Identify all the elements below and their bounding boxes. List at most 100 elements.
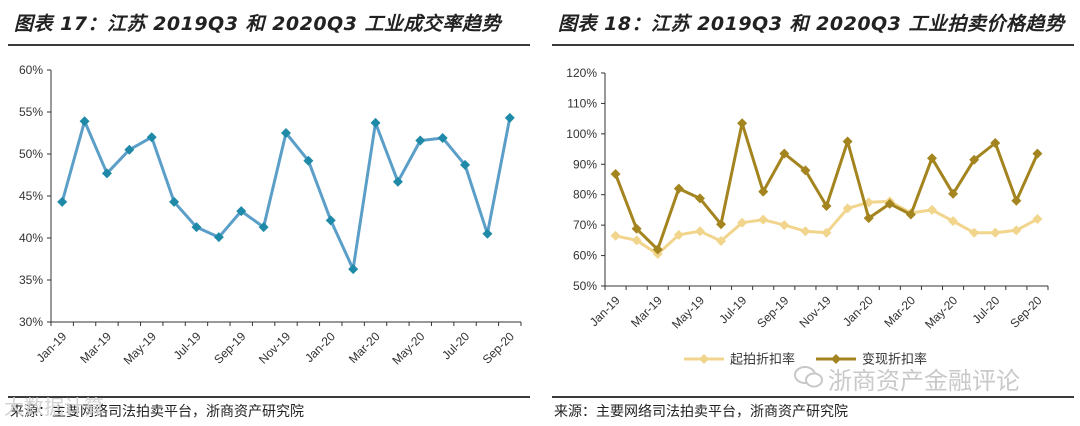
right-line-chart: 50%60%70%80%90%100%110%120%Jan-19 Mar-19 M… <box>566 66 1049 368</box>
data-point <box>694 193 705 204</box>
x-tick-label: Mar-19 <box>628 293 665 330</box>
data-point <box>948 216 959 227</box>
data-point <box>348 264 359 275</box>
data-point <box>610 230 621 241</box>
data-point <box>303 155 314 166</box>
right-chart-title: 图表 18：江苏 2019Q3 和 2020Q3 工业拍卖价格趋势 <box>558 13 1065 35</box>
wechat-icon <box>794 366 823 388</box>
y-tick-label: 90% <box>573 157 597 171</box>
x-tick-label: May-20 <box>389 329 427 367</box>
x-tick-label: Mar-20 <box>881 293 918 330</box>
right-chart-source: 来源：主要网络司法拍卖平台，浙商资产研究院 <box>554 404 848 420</box>
data-point <box>325 215 336 226</box>
left-chart-panel: 图表 17：江苏 2019Q3 和 2020Q3 工业成交率趋势 30% 35% 4… <box>0 0 536 426</box>
data-point <box>800 165 811 176</box>
data-point <box>1011 225 1022 236</box>
data-point <box>737 217 748 228</box>
y-tick-label: 80% <box>573 188 597 202</box>
left-chart-title: 图表 17：江苏 2019Q3 和 2020Q3 工业成交率趋势 <box>14 13 502 35</box>
y-tick-label: 45% <box>19 189 43 203</box>
data-point <box>101 168 112 179</box>
right-chart-panel: 图表 18：江苏 2019Q3 和 2020Q3 工业拍卖价格趋势 50% 60%… <box>544 0 1080 426</box>
x-tick-label: Mar-20 <box>346 329 383 366</box>
data-point <box>504 112 515 123</box>
left-chart-source: 来源：主要网络司法拍卖平台，浙商资产研究院 <box>10 404 304 420</box>
left-title-rule <box>8 44 530 46</box>
data-point <box>57 196 68 207</box>
data-point <box>631 223 642 234</box>
data-point <box>482 228 493 239</box>
data-point <box>863 213 874 224</box>
data-point <box>969 227 980 238</box>
x-tick-label: Sep-20 <box>480 329 517 366</box>
data-point <box>236 206 247 217</box>
data-point <box>437 133 448 144</box>
x-tick-label: Mar-19 <box>77 329 114 366</box>
data-point <box>926 204 937 215</box>
x-tick-label: Sep-19 <box>211 329 248 366</box>
x-tick-label: May-19 <box>121 329 159 367</box>
legend-label: 起拍折扣率 <box>730 352 795 368</box>
x-tick-label: Nov-19 <box>256 329 293 366</box>
data-point <box>948 188 959 199</box>
data-point <box>990 137 1001 148</box>
data-point <box>610 169 621 180</box>
data-point <box>1032 214 1043 225</box>
legend-label: 变现折扣率 <box>862 352 927 368</box>
data-point <box>1011 195 1022 206</box>
data-point <box>758 214 769 225</box>
data-point <box>146 132 157 143</box>
y-tick-label: 120% <box>566 66 597 80</box>
left-line-chart: 30% 35% 40% 45% 50% 55% 60% Jan-19 Mar-19 May-19 J… <box>19 63 522 368</box>
right-watermark: 浙商资产金融评论 <box>828 367 1020 395</box>
y-tick-label: 70% <box>573 218 597 232</box>
data-point <box>631 235 642 246</box>
x-tick-label: Jul-19 <box>716 293 749 326</box>
data-point <box>821 200 832 211</box>
data-point <box>884 198 895 209</box>
data-point <box>213 232 224 243</box>
data-point <box>124 144 135 155</box>
data-point <box>673 229 684 240</box>
data-point <box>79 116 90 127</box>
x-tick-label: Jul-20 <box>439 329 472 362</box>
data-point <box>169 196 180 207</box>
data-point <box>779 148 790 159</box>
x-tick-label: Jul-20 <box>969 293 1002 326</box>
x-tick-label: May-20 <box>922 293 960 331</box>
data-point <box>716 219 727 230</box>
data-point <box>842 203 853 214</box>
data-point <box>258 222 269 233</box>
x-tick-label: May-19 <box>669 293 707 331</box>
data-point <box>673 183 684 194</box>
data-point <box>281 128 291 138</box>
data-point <box>779 220 790 231</box>
data-point <box>905 209 916 220</box>
x-tick-label: Jan-20 <box>302 329 338 365</box>
right-source-rule <box>552 396 1074 398</box>
y-tick-label: 40% <box>19 231 43 245</box>
y-tick-label: 110% <box>567 96 597 110</box>
y-tick-label: 100% <box>566 127 597 141</box>
y-tick-label: 60% <box>573 249 597 263</box>
data-point <box>1032 148 1043 159</box>
data-point <box>370 117 381 128</box>
x-tick-label: Sep-19 <box>754 293 791 330</box>
x-tick-label: Jan-20 <box>840 293 876 329</box>
data-point <box>842 136 853 147</box>
data-point <box>737 118 748 129</box>
y-tick-label: 50% <box>19 147 43 161</box>
y-tick-label: 30% <box>19 315 43 329</box>
data-point <box>758 186 769 197</box>
x-tick-label: Nov-19 <box>796 293 833 330</box>
legend-swatch-marker <box>699 354 709 364</box>
x-tick-label: Jan-19 <box>587 293 623 329</box>
x-tick-label: Jul-19 <box>171 329 204 362</box>
y-tick-label: 55% <box>19 105 43 119</box>
data-point <box>969 154 980 165</box>
y-tick-label: 50% <box>573 279 597 293</box>
left-watermark: 大数据计算 <box>4 395 104 419</box>
x-tick-label: Jan-19 <box>34 329 70 365</box>
data-point <box>716 235 727 246</box>
data-point <box>821 227 832 238</box>
